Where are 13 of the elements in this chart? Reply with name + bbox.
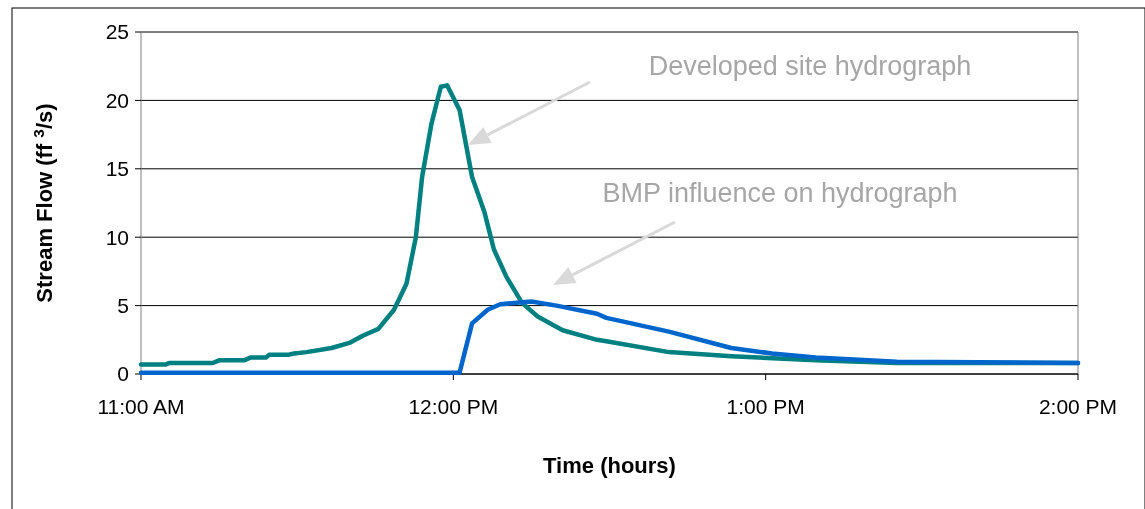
x-tick-label: 12:00 PM (408, 395, 499, 418)
annotation: BMP influence on hydrograph (602, 178, 958, 208)
x-tick-label: 11:00 AM (97, 395, 185, 418)
x-tick-label: 2:00 PM (1038, 395, 1118, 418)
x-tick-label: 1:00 PM (726, 395, 805, 418)
y-tick-label: 0 (117, 362, 129, 386)
y-tick-label: 15 (105, 157, 129, 181)
y-tick-label: 20 (105, 88, 129, 112)
y-tick-label: 5 (117, 293, 129, 317)
y-tick-label: 10 (105, 225, 129, 249)
x-axis-title: Time (hours) (543, 453, 676, 478)
annotation: Developed site hydrograph (648, 51, 972, 81)
y-tick-label: 25 (105, 20, 129, 44)
